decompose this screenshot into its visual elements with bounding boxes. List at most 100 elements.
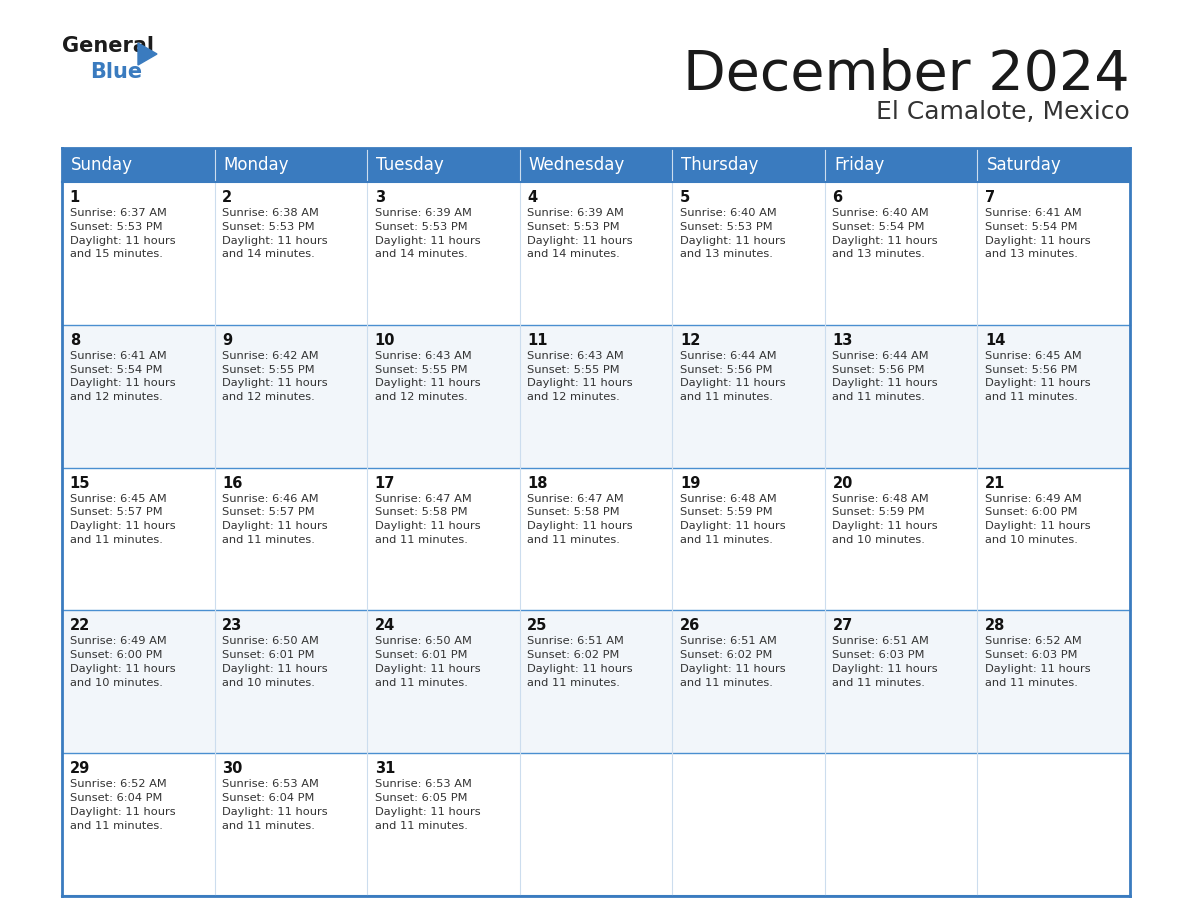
Text: and 11 minutes.: and 11 minutes. [222, 821, 315, 831]
Text: Daylight: 11 hours: Daylight: 11 hours [985, 664, 1091, 674]
Text: 5: 5 [680, 190, 690, 205]
Text: Sunset: 5:59 PM: Sunset: 5:59 PM [833, 508, 925, 518]
Text: and 11 minutes.: and 11 minutes. [527, 535, 620, 545]
Polygon shape [138, 43, 157, 65]
Text: 24: 24 [374, 619, 396, 633]
Text: and 11 minutes.: and 11 minutes. [985, 677, 1078, 688]
Bar [62, 467, 1130, 610]
Text: Sunset: 6:05 PM: Sunset: 6:05 PM [374, 793, 467, 803]
Text: Daylight: 11 hours: Daylight: 11 hours [70, 236, 176, 246]
Text: Sunrise: 6:43 AM: Sunrise: 6:43 AM [527, 351, 624, 361]
Text: Sunset: 5:59 PM: Sunset: 5:59 PM [680, 508, 772, 518]
Text: Sunset: 6:00 PM: Sunset: 6:00 PM [70, 650, 162, 660]
Text: Sunset: 5:56 PM: Sunset: 5:56 PM [833, 364, 925, 375]
Text: and 14 minutes.: and 14 minutes. [527, 250, 620, 260]
Text: and 11 minutes.: and 11 minutes. [680, 392, 772, 402]
Text: and 12 minutes.: and 12 minutes. [374, 392, 468, 402]
Text: and 11 minutes.: and 11 minutes. [70, 821, 163, 831]
Text: 14: 14 [985, 333, 1005, 348]
Text: and 10 minutes.: and 10 minutes. [222, 677, 315, 688]
Text: and 14 minutes.: and 14 minutes. [374, 250, 468, 260]
Text: 8: 8 [70, 333, 80, 348]
Text: Sunrise: 6:52 AM: Sunrise: 6:52 AM [70, 779, 166, 789]
Text: Daylight: 11 hours: Daylight: 11 hours [70, 664, 176, 674]
Text: 6: 6 [833, 190, 842, 205]
Text: Sunrise: 6:40 AM: Sunrise: 6:40 AM [680, 208, 777, 218]
Text: and 10 minutes.: and 10 minutes. [985, 535, 1078, 545]
Text: and 11 minutes.: and 11 minutes. [833, 392, 925, 402]
Text: Sunrise: 6:51 AM: Sunrise: 6:51 AM [527, 636, 624, 646]
Text: Daylight: 11 hours: Daylight: 11 hours [985, 236, 1091, 246]
Text: Daylight: 11 hours: Daylight: 11 hours [985, 521, 1091, 532]
Text: Daylight: 11 hours: Daylight: 11 hours [833, 378, 939, 388]
Text: 19: 19 [680, 476, 700, 490]
Text: and 11 minutes.: and 11 minutes. [985, 392, 1078, 402]
Text: Sunrise: 6:52 AM: Sunrise: 6:52 AM [985, 636, 1082, 646]
Text: Sunrise: 6:50 AM: Sunrise: 6:50 AM [222, 636, 320, 646]
Text: and 10 minutes.: and 10 minutes. [70, 677, 163, 688]
Text: Daylight: 11 hours: Daylight: 11 hours [527, 664, 633, 674]
Text: Sunrise: 6:47 AM: Sunrise: 6:47 AM [527, 494, 624, 504]
Text: Sunset: 5:57 PM: Sunset: 5:57 PM [222, 508, 315, 518]
Text: Tuesday: Tuesday [377, 156, 444, 174]
Text: 29: 29 [70, 761, 90, 777]
Text: 20: 20 [833, 476, 853, 490]
Text: Sunset: 5:53 PM: Sunset: 5:53 PM [680, 222, 772, 232]
Text: and 11 minutes.: and 11 minutes. [680, 677, 772, 688]
Text: Sunset: 5:57 PM: Sunset: 5:57 PM [70, 508, 163, 518]
Text: Daylight: 11 hours: Daylight: 11 hours [374, 378, 480, 388]
Bar [62, 753, 1130, 896]
Text: Daylight: 11 hours: Daylight: 11 hours [680, 521, 785, 532]
Text: Sunrise: 6:50 AM: Sunrise: 6:50 AM [374, 636, 472, 646]
Text: Daylight: 11 hours: Daylight: 11 hours [527, 521, 633, 532]
Text: Sunrise: 6:39 AM: Sunrise: 6:39 AM [527, 208, 624, 218]
Text: Sunset: 6:01 PM: Sunset: 6:01 PM [222, 650, 315, 660]
Text: Wednesday: Wednesday [529, 156, 625, 174]
Text: Sunrise: 6:49 AM: Sunrise: 6:49 AM [985, 494, 1082, 504]
Text: 17: 17 [374, 476, 396, 490]
Text: Sunrise: 6:44 AM: Sunrise: 6:44 AM [833, 351, 929, 361]
Text: and 11 minutes.: and 11 minutes. [374, 821, 468, 831]
Text: Sunrise: 6:48 AM: Sunrise: 6:48 AM [680, 494, 777, 504]
Text: Daylight: 11 hours: Daylight: 11 hours [70, 378, 176, 388]
Text: 28: 28 [985, 619, 1005, 633]
Text: Sunset: 5:58 PM: Sunset: 5:58 PM [527, 508, 620, 518]
Text: Daylight: 11 hours: Daylight: 11 hours [70, 807, 176, 817]
Text: Sunset: 6:00 PM: Sunset: 6:00 PM [985, 508, 1078, 518]
Text: Daylight: 11 hours: Daylight: 11 hours [680, 236, 785, 246]
Text: 12: 12 [680, 333, 700, 348]
Text: and 11 minutes.: and 11 minutes. [680, 535, 772, 545]
Text: Friday: Friday [834, 156, 884, 174]
Text: Sunrise: 6:53 AM: Sunrise: 6:53 AM [222, 779, 320, 789]
Text: Daylight: 11 hours: Daylight: 11 hours [833, 236, 939, 246]
Text: Blue: Blue [90, 62, 143, 82]
Text: Daylight: 11 hours: Daylight: 11 hours [70, 521, 176, 532]
Text: and 11 minutes.: and 11 minutes. [70, 535, 163, 545]
Text: and 12 minutes.: and 12 minutes. [70, 392, 163, 402]
Text: and 12 minutes.: and 12 minutes. [222, 392, 315, 402]
Text: Sunrise: 6:41 AM: Sunrise: 6:41 AM [985, 208, 1082, 218]
Text: 1: 1 [70, 190, 80, 205]
Text: 31: 31 [374, 761, 396, 777]
Text: and 11 minutes.: and 11 minutes. [374, 535, 468, 545]
Text: 16: 16 [222, 476, 242, 490]
Text: 23: 23 [222, 619, 242, 633]
Bar [62, 610, 1130, 753]
Text: Sunset: 5:58 PM: Sunset: 5:58 PM [374, 508, 467, 518]
Text: Sunrise: 6:38 AM: Sunrise: 6:38 AM [222, 208, 320, 218]
Text: Saturday: Saturday [986, 156, 1061, 174]
Text: Daylight: 11 hours: Daylight: 11 hours [527, 236, 633, 246]
Text: 4: 4 [527, 190, 537, 205]
Bar [62, 148, 1130, 182]
Text: 30: 30 [222, 761, 242, 777]
Text: Sunrise: 6:39 AM: Sunrise: 6:39 AM [374, 208, 472, 218]
Text: and 10 minutes.: and 10 minutes. [833, 535, 925, 545]
Text: General: General [62, 36, 154, 56]
Text: 15: 15 [70, 476, 90, 490]
Text: Daylight: 11 hours: Daylight: 11 hours [833, 521, 939, 532]
Text: Daylight: 11 hours: Daylight: 11 hours [374, 807, 480, 817]
Text: 22: 22 [70, 619, 90, 633]
Text: Sunset: 5:55 PM: Sunset: 5:55 PM [222, 364, 315, 375]
Text: 26: 26 [680, 619, 700, 633]
Text: Daylight: 11 hours: Daylight: 11 hours [222, 664, 328, 674]
